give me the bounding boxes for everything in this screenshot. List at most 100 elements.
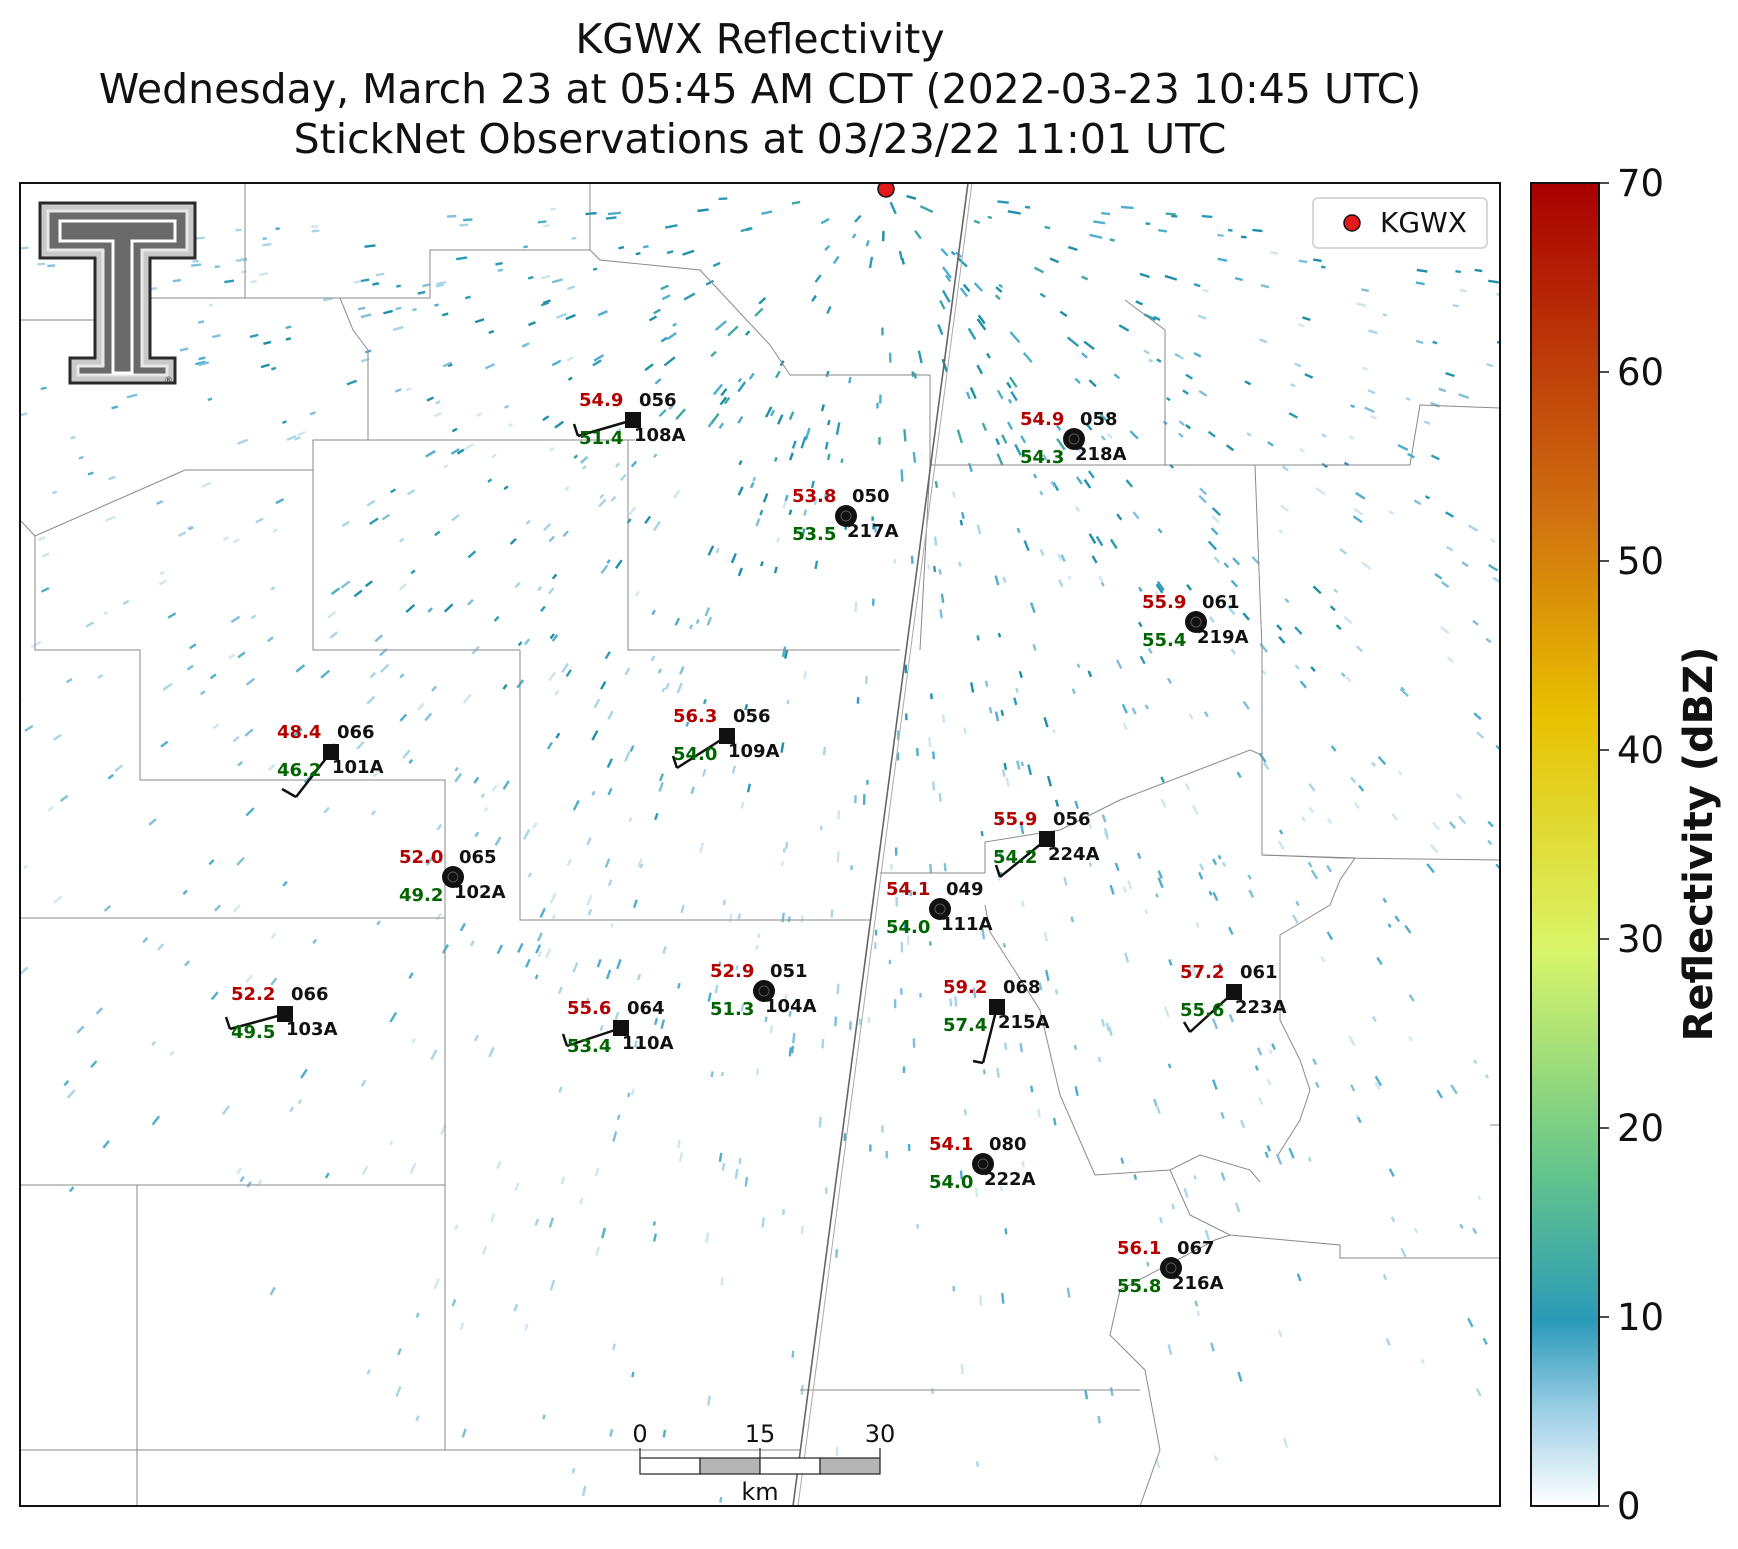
station-wind-direction: 066 — [291, 984, 329, 1005]
station-dewpoint: 55.4 — [1142, 630, 1186, 651]
station-marker-calm — [1185, 611, 1207, 633]
station-wind-direction: 068 — [1003, 977, 1041, 998]
wind-barb-flag — [972, 1059, 984, 1065]
station-id: 223A — [1235, 997, 1287, 1018]
station-id: 110A — [622, 1033, 674, 1054]
station-id: 222A — [984, 1169, 1036, 1190]
station-dewpoint: 54.0 — [673, 744, 717, 765]
station-dewpoint: 49.5 — [231, 1022, 275, 1043]
station-temperature: 52.9 — [710, 961, 754, 982]
wind-barb-staff — [577, 418, 634, 438]
station-wind-direction: 061 — [1202, 592, 1240, 613]
station-id: 109A — [728, 741, 780, 762]
legend: KGWX — [1312, 197, 1488, 249]
station-temperature: 54.1 — [929, 1134, 973, 1155]
colorbar-ticks: 0 10 20 30 40 50 60 70 — [1599, 162, 1664, 1528]
station-dewpoint: 54.0 — [929, 1172, 973, 1193]
legend-label: KGWX — [1380, 206, 1467, 239]
colorbar-tick-label: 30 — [1617, 918, 1664, 961]
scale-tick-0: 0 — [632, 1420, 647, 1448]
radar-site-marker[interactable] — [877, 181, 895, 198]
title-line-1: KGWX Reflectivity — [575, 15, 945, 63]
station-dewpoint: 46.2 — [277, 760, 321, 781]
station-wind-direction: 049 — [946, 879, 984, 900]
station-104a[interactable]: 52.9 051 51.3 104A — [710, 961, 817, 1020]
colorbar-tick-label: 70 — [1617, 162, 1664, 205]
svg-text:®: ® — [164, 376, 173, 386]
colorbar-tick-label: 20 — [1617, 1107, 1664, 1150]
station-temperature: 55.9 — [1142, 592, 1186, 613]
colorbar-tick-label: 50 — [1617, 540, 1664, 583]
station-temperature: 48.4 — [277, 722, 321, 743]
station-wind-direction: 051 — [770, 961, 808, 982]
station-marker-calm — [972, 1153, 994, 1175]
station-101a[interactable]: 48.4 066 46.2 101A — [277, 722, 384, 799]
station-marker-square — [625, 412, 641, 428]
station-marker-calm — [753, 980, 775, 1002]
colorbar-tick-label: 0 — [1617, 1485, 1641, 1528]
station-temperature: 54.9 — [1020, 409, 1064, 430]
station-111a[interactable]: 54.1 049 54.0 111A — [886, 879, 993, 938]
station-wind-direction: 058 — [1080, 409, 1118, 430]
station-dewpoint: 57.4 — [943, 1015, 987, 1036]
station-wind-direction: 056 — [1053, 809, 1091, 830]
station-dewpoint: 51.4 — [579, 428, 623, 449]
scale-tick-15: 15 — [745, 1420, 776, 1448]
station-216a[interactable]: 56.1 067 55.8 216A — [1117, 1238, 1224, 1297]
map-frame — [19, 182, 1501, 1507]
wind-barb-flag — [224, 1016, 232, 1030]
station-108a[interactable]: 54.9 056 51.4 108A — [572, 390, 686, 449]
colorbar-tick-label: 10 — [1617, 1296, 1664, 1339]
wind-barb-staff — [566, 1026, 622, 1048]
station-wind-direction: 061 — [1240, 962, 1278, 983]
station-103a[interactable]: 52.2 066 49.5 103A — [224, 984, 338, 1043]
station-marker-square — [613, 1020, 629, 1036]
station-id: 108A — [634, 425, 686, 446]
station-215a[interactable]: 59.2 068 57.4 215A — [943, 977, 1050, 1065]
station-109a[interactable]: 56.3 056 54.0 109A — [671, 706, 780, 770]
station-dewpoint: 51.3 — [710, 999, 754, 1020]
station-temperature: 56.1 — [1117, 1238, 1161, 1259]
wind-barb-staff — [229, 1012, 286, 1031]
map-title: KGWX Reflectivity Wednesday, March 23 at… — [0, 14, 1520, 164]
station-temperature: 55.6 — [567, 998, 611, 1019]
wind-barb-flag — [671, 755, 679, 769]
wind-barb-flag — [1182, 1021, 1192, 1033]
station-dewpoint: 54.3 — [1020, 447, 1064, 468]
station-wind-direction: 056 — [639, 390, 677, 411]
station-224a[interactable]: 55.9 056 54.2 224A — [993, 809, 1100, 878]
station-dewpoint: 54.0 — [886, 917, 930, 938]
station-temperature: 52.0 — [399, 847, 443, 868]
radar-radial-line — [792, 183, 969, 1506]
station-dewpoint: 55.6 — [1180, 1000, 1224, 1021]
title-line-2: Wednesday, March 23 at 05:45 AM CDT (202… — [98, 65, 1422, 113]
station-222a[interactable]: 54.1 080 54.0 222A — [929, 1134, 1036, 1193]
station-wind-direction: 064 — [627, 998, 665, 1019]
title-line-3: StickNet Observations at 03/23/22 11:01 … — [293, 115, 1227, 163]
station-wind-direction: 050 — [852, 486, 890, 507]
station-217a[interactable]: 53.8 050 53.5 217A — [792, 486, 899, 545]
station-marker-square — [323, 744, 339, 760]
station-temperature: 59.2 — [943, 977, 987, 998]
station-218a[interactable]: 54.9 058 54.3 218A — [1020, 409, 1127, 468]
station-id: 218A — [1075, 444, 1127, 465]
station-marker-square — [1039, 831, 1055, 847]
station-219a[interactable]: 55.9 061 55.4 219A — [1142, 592, 1249, 651]
wind-barb-flag — [994, 864, 1002, 878]
wind-barb-staff — [981, 1006, 999, 1064]
station-id: 217A — [847, 521, 899, 542]
station-id: 219A — [1197, 627, 1249, 648]
station-id: 104A — [765, 996, 817, 1017]
scale-unit: km — [741, 1478, 778, 1506]
colorbar-tick-label: 60 — [1617, 351, 1664, 394]
colorbar: 0 10 20 30 40 50 60 70 Reflectivity (dBZ) — [1530, 162, 1722, 1528]
station-wind-direction: 066 — [337, 722, 375, 743]
station-temperature: 53.8 — [792, 486, 836, 507]
station-wind-direction: 080 — [989, 1134, 1027, 1155]
station-temperature: 55.9 — [993, 809, 1037, 830]
station-110a[interactable]: 55.6 064 53.4 110A — [561, 998, 674, 1057]
station-223a[interactable]: 57.2 061 55.6 223A — [1180, 962, 1287, 1033]
station-102a[interactable]: 52.0 065 49.2 102A — [399, 847, 506, 906]
map-area — [20, 183, 1500, 1506]
wind-barb-flag — [572, 423, 580, 437]
